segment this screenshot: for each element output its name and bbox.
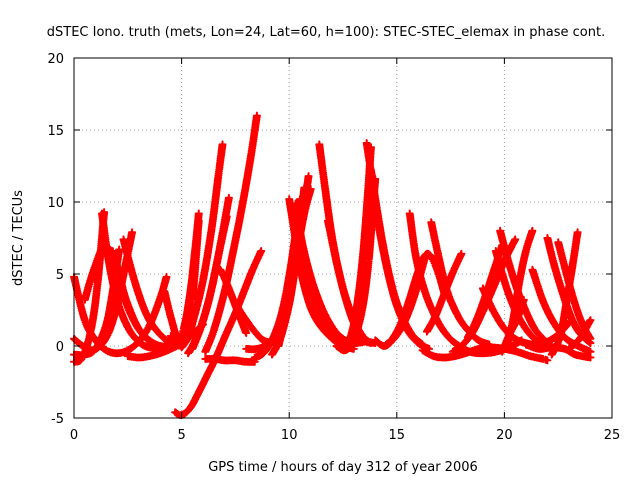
y-tick-label: -5: [51, 412, 64, 427]
x-tick-label: 0: [70, 428, 78, 443]
series-25-markers: [293, 247, 358, 350]
x-tick-label: 5: [177, 428, 185, 443]
series-37: [422, 249, 466, 336]
axis-ticks: 0 5 10 15 20 25 -5 0 5 10 15 20: [47, 52, 620, 443]
x-tick-label: 15: [389, 428, 406, 443]
series-31: [367, 166, 427, 349]
x-tick-label: 10: [281, 428, 298, 443]
series-10-markers: [166, 209, 203, 348]
series-16: [201, 354, 259, 366]
y-tick-label: 15: [47, 124, 64, 139]
series-14-markers: [201, 111, 261, 356]
y-tick-label: 20: [47, 52, 64, 67]
series-11: [177, 140, 227, 352]
series-50-markers: [565, 316, 595, 353]
series-44-markers: [502, 226, 537, 352]
series-14: [201, 111, 261, 356]
series-7: [119, 235, 186, 350]
series-10: [166, 209, 203, 348]
series-7-markers: [119, 235, 186, 350]
data-marks: [70, 111, 595, 420]
series-49-markers: [547, 228, 582, 359]
series-25: [293, 247, 358, 350]
chart-title: dSTEC Iono. truth (mets, Lon=24, Lat=60,…: [47, 25, 605, 40]
plot-frame: [73, 57, 613, 419]
series-50: [565, 316, 595, 353]
x-axis-label: GPS time / hours of day 312 of year 2006: [208, 460, 478, 475]
y-tick-label: 0: [56, 340, 64, 355]
x-tick-label: 25: [604, 428, 621, 443]
series-44: [502, 226, 537, 352]
y-tick-label: 10: [47, 196, 64, 211]
x-tick-label: 20: [496, 428, 513, 443]
series-37-markers: [422, 249, 466, 336]
series-16-markers: [201, 354, 259, 366]
y-axis-label: dSTEC / TECUs: [11, 190, 26, 286]
series-13: [188, 212, 231, 353]
series-11-markers: [177, 140, 227, 352]
series-13-markers: [188, 212, 231, 353]
y-tick-label: 5: [56, 268, 64, 283]
series-31-markers: [367, 166, 427, 349]
series-49: [547, 228, 582, 359]
